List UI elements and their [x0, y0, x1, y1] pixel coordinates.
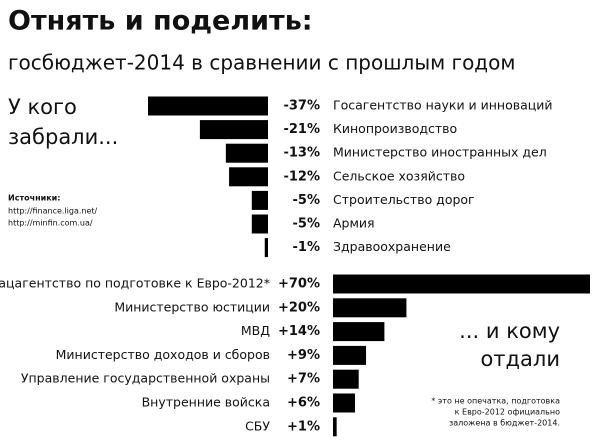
category-label: Строительство дорог	[333, 192, 475, 207]
category-label: Нацагентство по подготовке к Евро-2012*	[0, 276, 270, 291]
footnote: заложена в бюджет-2014.	[449, 419, 560, 428]
bar	[229, 167, 268, 187]
value-label: -5%	[293, 193, 320, 208]
bar	[333, 298, 407, 318]
bar	[148, 96, 268, 116]
bar	[333, 369, 359, 389]
value-label: +7%	[287, 372, 320, 387]
sources-title: Источники:	[8, 194, 60, 203]
bar	[225, 143, 268, 163]
value-label: -37%	[283, 99, 320, 114]
footnote: к Евро-2012 официально	[455, 408, 560, 417]
value-label: +70%	[278, 277, 320, 292]
category-label: Госагентство науки и инноваций	[333, 98, 553, 113]
category-label: СБУ	[245, 418, 270, 433]
category-label: Армия	[333, 216, 375, 231]
subtitle: госбюджет-2014 в сравнении с прошлым год…	[8, 51, 515, 75]
bar	[199, 120, 268, 140]
category-label: Кинопроизводство	[333, 121, 457, 136]
footnote: * это не опечатка, подготовка	[431, 397, 560, 406]
category-label: Министерство доходов и сборов	[56, 347, 270, 362]
category-label: Министерство иностранных дел	[333, 145, 547, 160]
annotation: забрали...	[8, 125, 118, 149]
category-label: Здравоохранение	[333, 239, 451, 254]
category-label: Управление государственной охраны	[21, 371, 270, 386]
value-label: +6%	[287, 396, 320, 411]
bar	[251, 214, 268, 234]
category-label: Министерство юстиции	[114, 299, 270, 314]
value-label: -21%	[283, 122, 320, 137]
value-label: +14%	[278, 324, 320, 339]
value-label: +9%	[287, 348, 320, 363]
annotation: отдали	[480, 347, 560, 371]
value-label: -5%	[293, 217, 320, 232]
annotation: У кого	[8, 95, 77, 119]
annotation: ... и кому	[459, 319, 560, 343]
bar	[333, 345, 367, 365]
category-label: Сельское хозяйство	[333, 168, 465, 183]
value-label: +20%	[278, 300, 320, 315]
title: Отнять и поделить:	[8, 6, 313, 37]
category-label: Внутренние войска	[142, 395, 270, 410]
value-label: -12%	[283, 169, 320, 184]
bar	[333, 417, 337, 437]
category-label: МВД	[241, 323, 270, 338]
bar	[251, 190, 268, 210]
value-label: -13%	[283, 146, 320, 161]
value-label: +1%	[287, 419, 320, 434]
source-link: http://minfin.com.ua/	[8, 219, 93, 228]
bar	[333, 274, 590, 294]
value-label: -1%	[293, 240, 320, 255]
source-link: http://finance.liga.net/	[8, 207, 98, 216]
bar	[333, 322, 385, 342]
bar	[264, 238, 268, 258]
bar	[333, 393, 356, 413]
